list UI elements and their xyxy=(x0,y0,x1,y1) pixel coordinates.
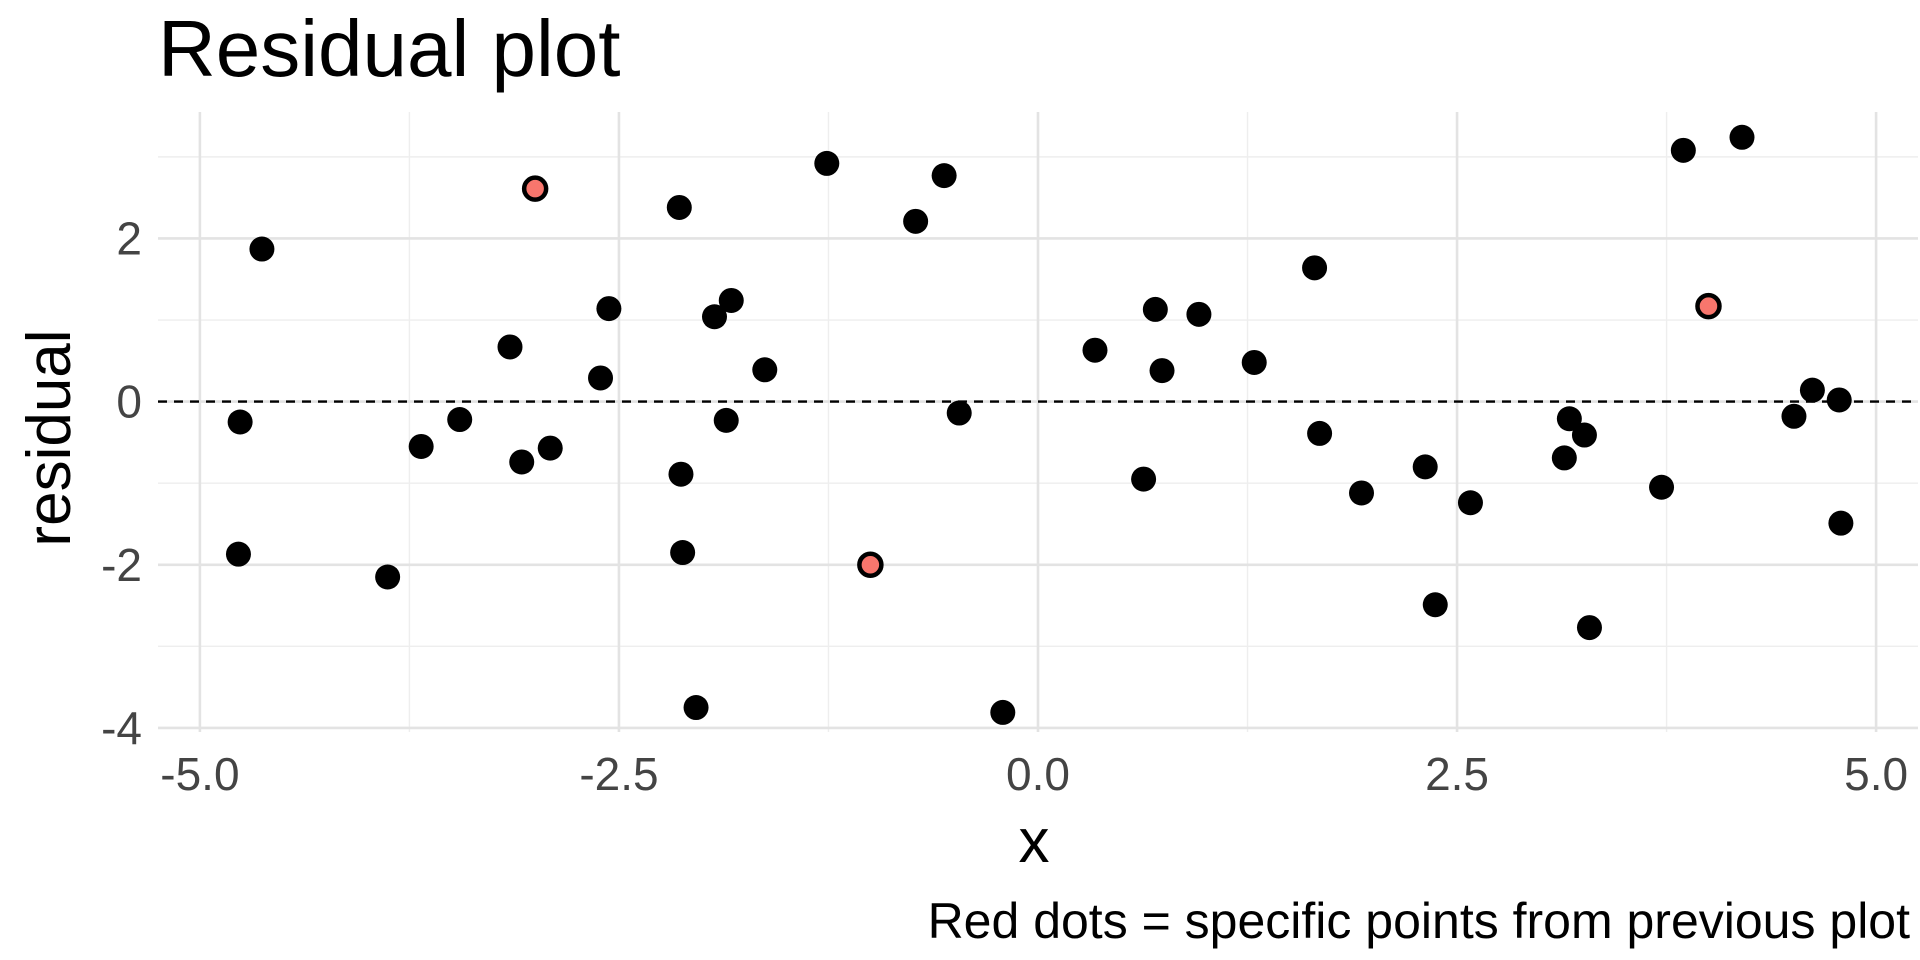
data-point xyxy=(1670,137,1696,163)
x-tick-label: -5.0 xyxy=(160,748,239,800)
data-point xyxy=(1142,296,1168,322)
x-tick-label: 5.0 xyxy=(1844,748,1908,800)
data-point xyxy=(668,461,694,487)
data-points xyxy=(225,124,1854,725)
data-point xyxy=(683,695,709,721)
data-point xyxy=(375,564,401,590)
data-point xyxy=(596,296,622,322)
data-point xyxy=(713,407,739,433)
y-axis-title: residual xyxy=(15,329,84,546)
data-point xyxy=(537,435,563,461)
data-point xyxy=(1826,387,1852,413)
chart-title: Residual plot xyxy=(158,4,621,93)
data-point xyxy=(1799,377,1825,403)
data-point xyxy=(497,334,523,360)
data-point xyxy=(1131,466,1157,492)
data-point xyxy=(588,365,614,391)
data-point xyxy=(509,449,535,475)
x-tick-label: 2.5 xyxy=(1425,748,1489,800)
data-point xyxy=(1576,615,1602,641)
data-point xyxy=(701,304,727,330)
data-point xyxy=(1571,422,1597,448)
y-tick-label: 2 xyxy=(116,212,142,264)
data-point xyxy=(1551,445,1577,471)
x-tick-label: 0.0 xyxy=(1006,748,1070,800)
data-point xyxy=(1349,480,1375,506)
data-point xyxy=(447,407,473,433)
data-point xyxy=(666,194,692,220)
data-point xyxy=(1729,124,1755,150)
y-tick-label: -2 xyxy=(101,539,142,591)
data-point xyxy=(1781,403,1807,429)
highlighted-point xyxy=(1695,292,1722,320)
data-point xyxy=(1186,301,1212,327)
data-point xyxy=(225,541,251,567)
data-point xyxy=(1422,592,1448,618)
data-point xyxy=(990,699,1016,725)
data-point xyxy=(1556,406,1582,432)
highlighted-point xyxy=(857,551,884,579)
highlighted-point xyxy=(521,175,549,202)
data-point xyxy=(1457,490,1483,516)
data-point xyxy=(1828,510,1854,536)
x-axis-title: x xyxy=(1019,807,1050,876)
data-point xyxy=(1082,337,1108,363)
tick-labels: -5.0 -2.5 0.0 2.5 5.0 -4 -2 0 2 xyxy=(101,212,1908,800)
data-point xyxy=(903,208,929,234)
data-point xyxy=(1649,474,1675,500)
data-point xyxy=(1307,420,1333,446)
data-point xyxy=(227,409,253,435)
data-point xyxy=(670,540,696,566)
data-point xyxy=(1149,358,1175,384)
y-tick-label: -4 xyxy=(101,702,142,754)
data-point xyxy=(946,400,972,426)
chart-caption: Red dots = specific points from previous… xyxy=(928,893,1911,949)
y-tick-label: 0 xyxy=(116,376,142,428)
data-point xyxy=(249,236,275,262)
data-point xyxy=(752,357,778,383)
data-point xyxy=(1412,454,1438,480)
data-point xyxy=(1241,349,1267,375)
data-point xyxy=(1302,255,1328,281)
data-point xyxy=(408,433,434,459)
data-point xyxy=(718,287,744,313)
data-point xyxy=(814,150,840,176)
data-point xyxy=(931,163,957,189)
grid-lines xyxy=(158,112,1918,732)
x-tick-label: -2.5 xyxy=(579,748,658,800)
